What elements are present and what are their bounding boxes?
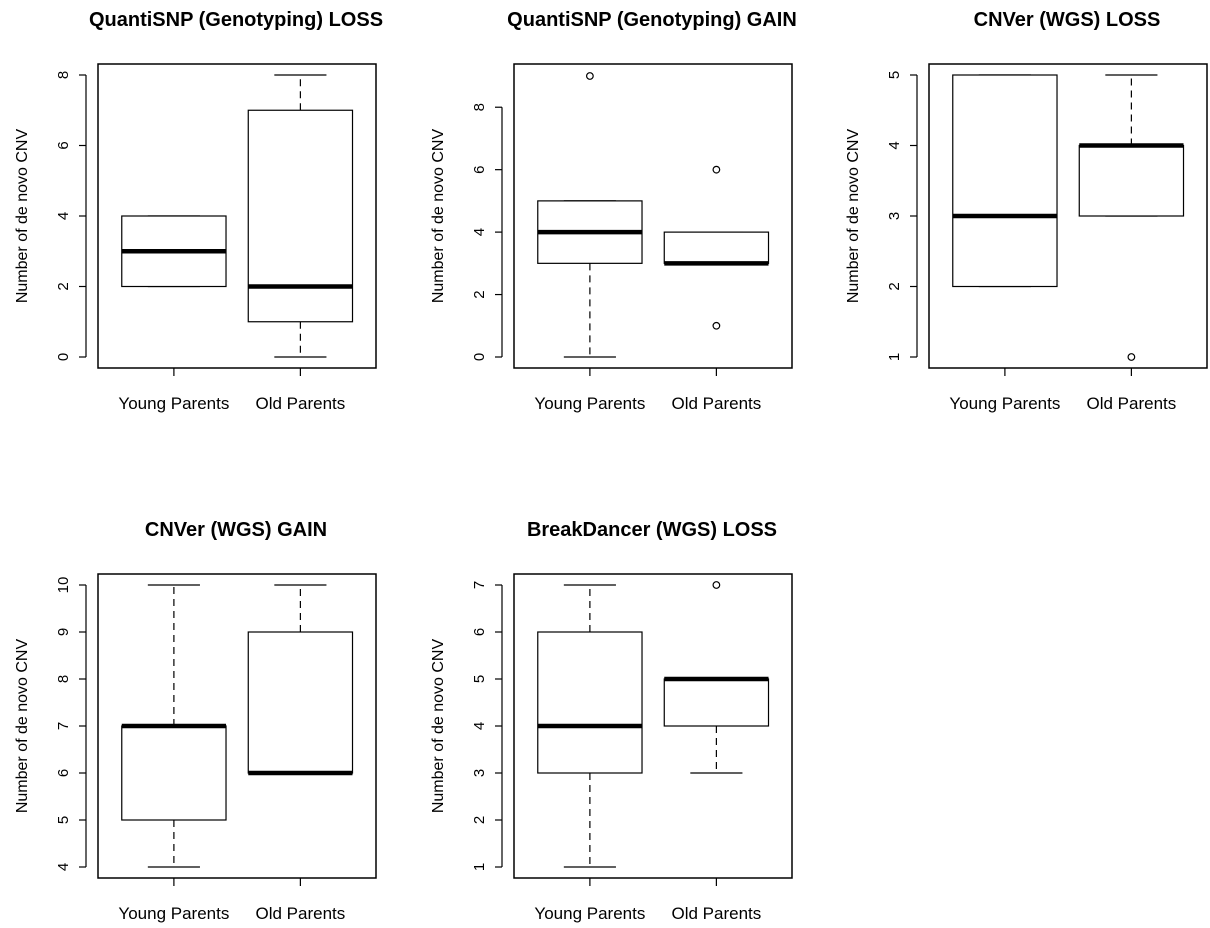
chart-title: CNVer (WGS) LOSS bbox=[974, 9, 1161, 31]
plot-frame bbox=[928, 63, 1208, 369]
x-tick-label: Old Parents bbox=[672, 904, 762, 923]
y-tick-label: 6 bbox=[471, 628, 488, 636]
x-tick-label: Old Parents bbox=[256, 904, 346, 923]
iqr-box bbox=[247, 631, 354, 774]
iqr-box bbox=[663, 231, 770, 264]
y-tick-label: 5 bbox=[55, 816, 72, 824]
y-tick-label: 4 bbox=[886, 141, 903, 149]
box-young-parents bbox=[121, 215, 227, 288]
y-tick-label: 4 bbox=[55, 863, 72, 871]
y-tick-label: 9 bbox=[55, 628, 72, 636]
chart-title: QuantiSNP (Genotyping) LOSS bbox=[89, 9, 383, 31]
y-tick-label: 4 bbox=[471, 722, 488, 730]
x-tick-label: Old Parents bbox=[672, 394, 762, 413]
y-tick-label: 2 bbox=[55, 282, 72, 290]
y-axis-label: Number of de novo CNV bbox=[430, 129, 447, 304]
y-tick-label: 8 bbox=[55, 71, 72, 79]
x-tick-label: Old Parents bbox=[256, 394, 346, 413]
y-tick-label: 8 bbox=[471, 103, 488, 111]
outlier-point bbox=[712, 581, 721, 589]
iqr-box bbox=[247, 109, 354, 323]
chart-title: QuantiSNP (Genotyping) GAIN bbox=[507, 9, 797, 31]
y-tick-label: 6 bbox=[471, 165, 488, 173]
y-tick-label: 2 bbox=[471, 816, 488, 824]
y-tick-label: 3 bbox=[886, 212, 903, 220]
y-tick-label: 5 bbox=[886, 71, 903, 79]
outlier-point bbox=[1127, 353, 1136, 361]
y-tick-label: 7 bbox=[471, 581, 488, 589]
plot-frame bbox=[513, 63, 793, 369]
chart-panel-5: BreakDancer (WGS) LOSS Number of de novo … bbox=[430, 519, 793, 923]
plot-frame bbox=[97, 573, 377, 879]
y-tick-label: 2 bbox=[886, 282, 903, 290]
y-axis-label: Number of de novo CNV bbox=[14, 129, 31, 304]
x-tick-label: Young Parents bbox=[949, 394, 1060, 413]
box-young-parents bbox=[121, 584, 227, 868]
iqr-box bbox=[537, 631, 643, 774]
y-tick-label: 0 bbox=[55, 353, 72, 361]
outlier-point bbox=[712, 165, 721, 174]
y-tick-label: 6 bbox=[55, 769, 72, 777]
x-tick-label: Young Parents bbox=[118, 394, 229, 413]
chart-title: BreakDancer (WGS) LOSS bbox=[527, 519, 777, 541]
box-old-parents bbox=[663, 581, 770, 774]
y-tick-label: 1 bbox=[471, 863, 488, 871]
y-axis-label: Number of de novo CNV bbox=[430, 639, 447, 814]
y-tick-label: 5 bbox=[471, 675, 488, 683]
y-axis-label: Number of de novo CNV bbox=[14, 639, 31, 814]
y-tick-label: 4 bbox=[471, 228, 488, 236]
x-tick-label: Young Parents bbox=[118, 904, 229, 923]
chart-panel-3: CNVer (WGS) LOSS Number of de novo CNV 1 2 3… bbox=[845, 9, 1208, 413]
iqr-box bbox=[121, 725, 227, 821]
chart-panel-4: CNVer (WGS) GAIN Number of de novo CNV 4 5 6… bbox=[14, 519, 377, 923]
box-young-parents bbox=[952, 74, 1058, 288]
x-tick-label: Young Parents bbox=[534, 904, 645, 923]
chart-panel-1: QuantiSNP (Genotyping) LOSS Number of de … bbox=[14, 9, 383, 413]
box-old-parents bbox=[247, 584, 354, 776]
chart-title: CNVer (WGS) GAIN bbox=[145, 519, 327, 541]
box-old-parents bbox=[1078, 74, 1185, 361]
y-tick-label: 3 bbox=[471, 769, 488, 777]
y-tick-label: 4 bbox=[55, 212, 72, 220]
iqr-box bbox=[952, 74, 1058, 288]
outlier-point bbox=[712, 321, 721, 330]
box-young-parents bbox=[537, 584, 643, 868]
y-axis-label: Number of de novo CNV bbox=[845, 129, 862, 304]
x-tick-label: Young Parents bbox=[534, 394, 645, 413]
y-tick-label: 2 bbox=[471, 290, 488, 298]
x-tick-label: Old Parents bbox=[1087, 394, 1177, 413]
chart-panel-2: QuantiSNP (Genotyping) GAIN Number of de … bbox=[430, 9, 797, 413]
outlier-point bbox=[585, 72, 594, 80]
y-tick-label: 1 bbox=[886, 353, 903, 361]
y-tick-label: 0 bbox=[471, 353, 488, 361]
box-old-parents bbox=[663, 165, 770, 330]
y-tick-label: 8 bbox=[55, 675, 72, 683]
y-tick-label: 10 bbox=[55, 577, 72, 594]
y-tick-label: 6 bbox=[55, 141, 72, 149]
iqr-box bbox=[1078, 144, 1185, 217]
y-tick-label: 7 bbox=[55, 722, 72, 730]
iqr-box bbox=[663, 678, 770, 727]
plot-frame bbox=[513, 573, 793, 879]
plot-frame bbox=[97, 63, 377, 369]
box-young-parents bbox=[537, 72, 643, 358]
box-old-parents bbox=[247, 74, 354, 358]
